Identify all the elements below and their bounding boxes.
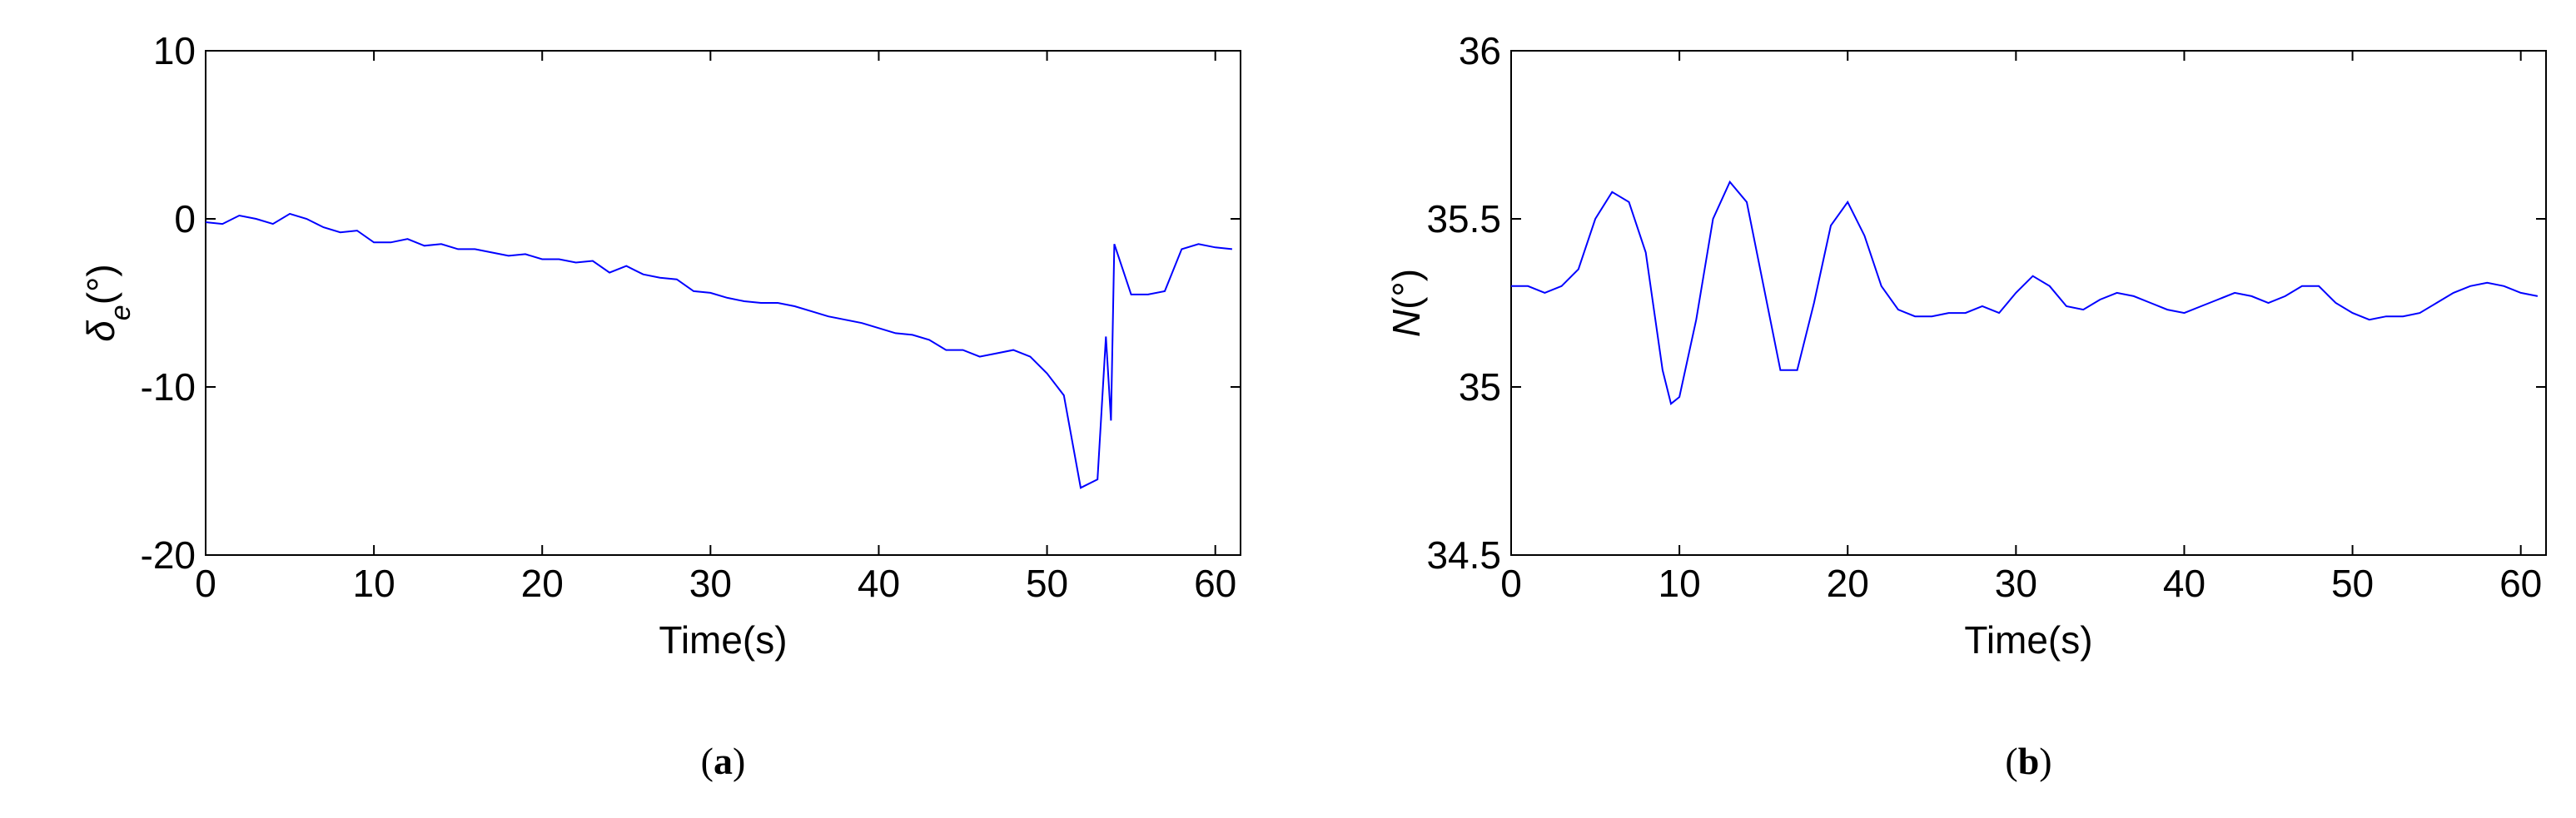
y-tick-label: 34.5 bbox=[1426, 533, 1501, 577]
caption-part: ( bbox=[2005, 740, 2017, 782]
y-tick-label: -10 bbox=[141, 365, 196, 409]
y-axis-label-part: (°) bbox=[79, 264, 122, 305]
y-axis-label-part: δ bbox=[79, 320, 122, 342]
caption-part: ) bbox=[733, 740, 745, 782]
panel: 0 10 20 30 40 50 60 34.5 35 35.5 36 Time(s) N(°) (b) bbox=[1385, 29, 2547, 782]
x-tick-label: 30 bbox=[689, 562, 732, 605]
y-tick-label: 35 bbox=[1459, 365, 1501, 409]
caption-part: b bbox=[2018, 740, 2040, 782]
y-axis-label: δe(°) bbox=[79, 264, 137, 342]
caption-part: a bbox=[714, 740, 733, 782]
x-axis-label: Time(s) bbox=[1964, 618, 2092, 662]
y-tick-label: 10 bbox=[153, 29, 196, 72]
caption: (b) bbox=[2005, 740, 2051, 782]
x-tick-label: 50 bbox=[2331, 562, 2374, 605]
x-axis-label: Time(s) bbox=[659, 618, 787, 662]
y-tick-label: 35.5 bbox=[1426, 197, 1501, 240]
x-tick-label: 40 bbox=[858, 562, 900, 605]
y-axis-label-part: N bbox=[1385, 309, 1428, 337]
y-axis-label: N(°) bbox=[1385, 269, 1428, 337]
x-tick-label: 60 bbox=[2499, 562, 2542, 605]
y-axis-label-part: e bbox=[105, 305, 137, 320]
y-tick-label: -20 bbox=[141, 533, 196, 577]
data-line bbox=[205, 212, 1233, 489]
data-line bbox=[1511, 180, 2539, 405]
y-tick-label: 0 bbox=[174, 197, 196, 240]
y-tick-label: 36 bbox=[1459, 29, 1501, 72]
caption: (a) bbox=[701, 740, 746, 782]
plot-area bbox=[1510, 50, 2547, 556]
x-tick-label: 0 bbox=[195, 562, 216, 605]
x-tick-label: 40 bbox=[2163, 562, 2206, 605]
y-axis-label-part: (°) bbox=[1385, 269, 1428, 310]
plot-area bbox=[205, 50, 1241, 556]
x-tick-label: 10 bbox=[353, 562, 395, 605]
x-tick-label: 20 bbox=[1827, 562, 1869, 605]
x-tick-label: 30 bbox=[1995, 562, 2037, 605]
x-tick-label: 10 bbox=[1658, 562, 1701, 605]
panel: 0 10 20 30 40 50 60 -20 -10 0 10 Time(s) δe(°) (a) bbox=[79, 29, 1241, 782]
x-tick-label: 50 bbox=[1026, 562, 1068, 605]
x-tick-label: 20 bbox=[521, 562, 564, 605]
caption-part: ( bbox=[701, 740, 714, 782]
caption-part: ) bbox=[2039, 740, 2051, 782]
x-tick-label: 60 bbox=[1194, 562, 1236, 605]
x-tick-label: 0 bbox=[1500, 562, 1522, 605]
